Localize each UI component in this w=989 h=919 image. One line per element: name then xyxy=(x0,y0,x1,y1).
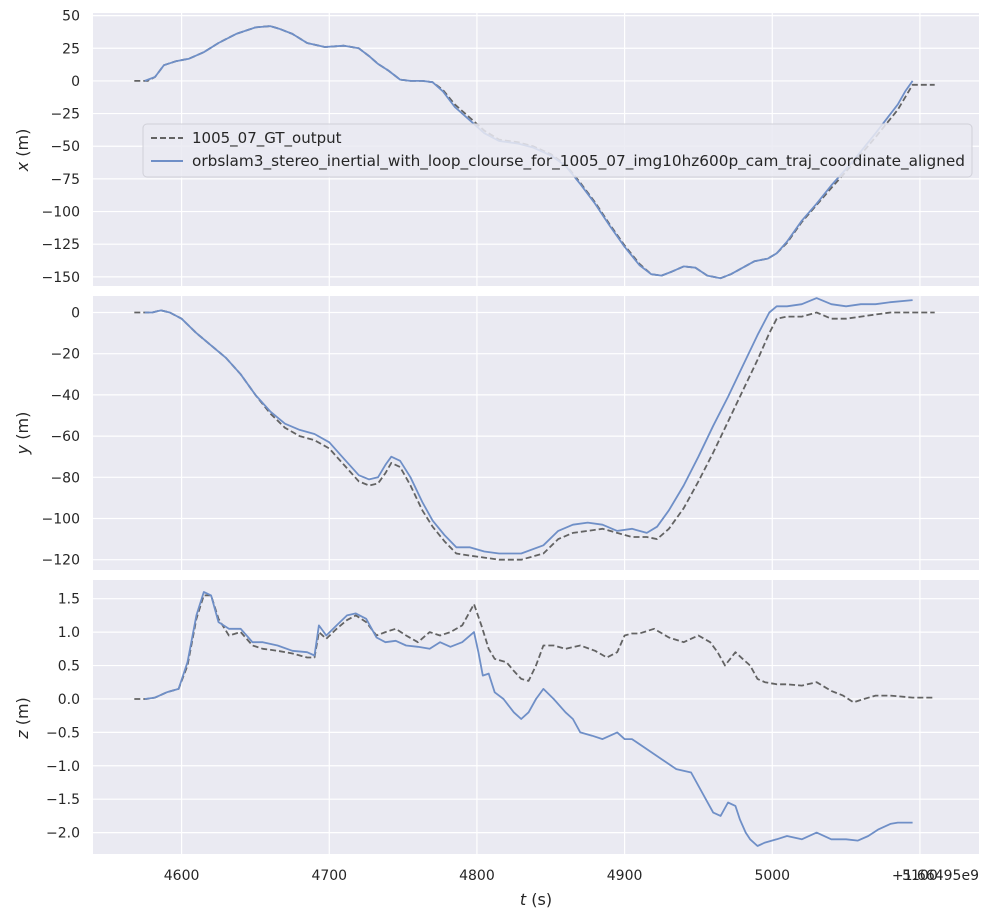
panel-z-series-orbslam xyxy=(144,591,913,847)
panel-z-ytick-label: 1.5 xyxy=(58,592,80,608)
panel-z-ylabel: z (m) xyxy=(13,697,32,740)
panel-y-grid xyxy=(93,296,979,570)
panel-z-background xyxy=(93,580,979,854)
panel-y-series-gt xyxy=(134,309,935,561)
panel-z-lines xyxy=(134,591,935,847)
legend-label-orbslam: orbslam3_stereo_inertial_with_loop_clour… xyxy=(192,152,965,171)
panel-y-ytick-label: −40 xyxy=(50,388,80,404)
panel-y-ytick-label: 0 xyxy=(71,305,80,321)
panel-z-series-gt xyxy=(134,594,935,704)
x-tick-label: 4900 xyxy=(607,868,643,884)
panel-z: 1.5 1.0 0.5 0.0 −0.5 −1.0 −1.5 −2.0 z (m) xyxy=(13,580,979,854)
panel-x-ytick-label: 25 xyxy=(62,41,80,57)
panel-z-ytick-label: 0.5 xyxy=(58,659,80,675)
panel-x-yticks: 50 25 0 −25 −50 −75 −100 −125 −150 xyxy=(42,9,80,286)
x-axis-label: t (s) xyxy=(520,890,552,909)
legend-box xyxy=(142,123,973,178)
panel-y-ytick-label: −120 xyxy=(42,553,80,569)
panel-z-ytick-label: −0.5 xyxy=(46,725,80,741)
panel-z-ytick-label: 1.0 xyxy=(58,625,80,641)
panel-x-ytick-label: 0 xyxy=(71,74,80,90)
panel-x-ytick-label: −125 xyxy=(42,237,80,253)
x-tick-label: 5100 xyxy=(902,868,938,884)
panel-z-yticks: 1.5 1.0 0.5 0.0 −0.5 −1.0 −1.5 −2.0 xyxy=(46,592,80,842)
panel-y-ytick-label: −80 xyxy=(50,470,80,486)
panel-z-ytick-label: −1.0 xyxy=(46,759,80,775)
panel-y-ylabel: y (m) xyxy=(13,412,32,456)
panel-y: 0 −20 −40 −60 −80 −100 −120 y (m) xyxy=(13,296,979,570)
panel-z-ytick-label: 0.0 xyxy=(58,692,80,708)
x-tick-label: 4700 xyxy=(311,868,347,884)
panel-y-ytick-label: −100 xyxy=(42,511,80,527)
legend: 1005_07_GT_output orbslam3_stereo_inerti… xyxy=(142,123,973,178)
panel-z-ytick-label: −1.5 xyxy=(46,792,80,808)
panel-y-background xyxy=(93,296,979,570)
x-tick-labels: 4600 4700 4800 4900 5000 5100 xyxy=(164,868,938,884)
panel-x-ytick-label: −25 xyxy=(50,107,80,123)
panel-y-series-orbslam xyxy=(144,297,913,555)
panel-x-ytick-label: −150 xyxy=(42,270,80,286)
x-tick-label: 5000 xyxy=(754,868,790,884)
panel-x-ytick-label: −50 xyxy=(50,139,80,155)
x-tick-label: 4800 xyxy=(459,868,495,884)
panel-x-ylabel: x (m) xyxy=(13,129,32,173)
x-offset-text: +1.66495e9 xyxy=(892,868,979,884)
panel-x-ytick-label: 50 xyxy=(62,9,80,25)
panel-x-ytick-label: −75 xyxy=(50,172,80,188)
panel-y-lines xyxy=(134,297,935,561)
x-tick-label: 4600 xyxy=(164,868,200,884)
panel-y-ytick-label: −20 xyxy=(50,347,80,363)
panel-x-ytick-label: −100 xyxy=(42,205,80,221)
panel-y-yticks: 0 −20 −40 −60 −80 −100 −120 xyxy=(42,305,80,568)
panel-y-ytick-label: −60 xyxy=(50,429,80,445)
legend-label-gt: 1005_07_GT_output xyxy=(192,129,342,148)
panel-z-ytick-label: −2.0 xyxy=(46,826,80,842)
